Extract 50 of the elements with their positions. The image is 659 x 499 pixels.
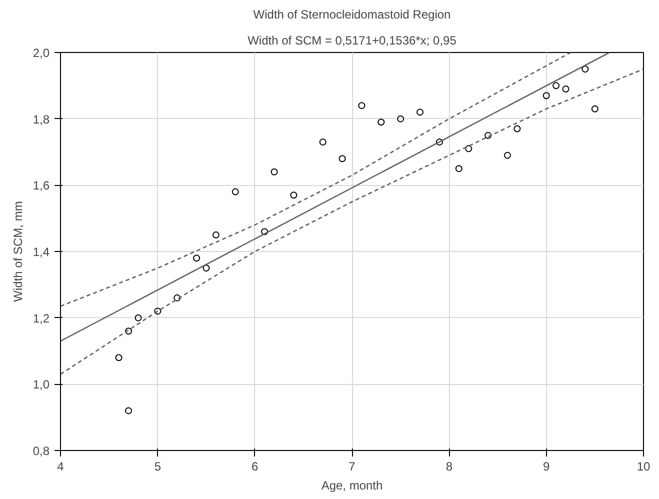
point bbox=[484, 132, 492, 139]
y-tick-label: 1,4 bbox=[32, 245, 50, 259]
point bbox=[115, 354, 122, 362]
point bbox=[319, 138, 326, 146]
point bbox=[562, 85, 570, 92]
y-tick-label: 1,2 bbox=[32, 311, 50, 326]
line-series bbox=[60, 52, 572, 307]
point bbox=[154, 308, 162, 315]
chart-subtitle: Width of SCM = 0,5171+0,1536*x; 0,95 bbox=[248, 34, 457, 48]
y-tick-label: 1,0 bbox=[32, 378, 50, 392]
x-axis-title: Age, month bbox=[321, 478, 383, 492]
y-tick-label: 1,8 bbox=[32, 112, 50, 126]
x-tick-label: 8 bbox=[446, 460, 453, 474]
point bbox=[125, 328, 132, 335]
y-axis-title: Width of SCM, mm bbox=[10, 201, 25, 302]
point bbox=[582, 66, 589, 73]
point bbox=[174, 294, 181, 302]
point bbox=[358, 102, 366, 110]
point bbox=[591, 105, 598, 112]
x-tick-label: 10 bbox=[636, 460, 650, 474]
point bbox=[552, 82, 560, 90]
x-tick-label: 7 bbox=[348, 460, 356, 474]
point bbox=[193, 254, 200, 262]
x-tick-label: 4 bbox=[57, 460, 64, 474]
point bbox=[125, 407, 132, 414]
point bbox=[338, 155, 346, 162]
point bbox=[504, 152, 511, 159]
point bbox=[542, 92, 550, 100]
x-tick-label: 5 bbox=[154, 460, 162, 474]
point bbox=[270, 168, 278, 176]
point bbox=[436, 138, 443, 146]
y-tick-label: 2,0 bbox=[32, 46, 50, 60]
point bbox=[397, 115, 404, 122]
x-tick-label: 9 bbox=[542, 460, 550, 474]
point bbox=[232, 188, 239, 196]
line-series bbox=[60, 68, 644, 375]
y-tick-label: 1,6 bbox=[32, 178, 50, 193]
chart-title: Width of Sternocleidomastoid Region bbox=[253, 8, 451, 22]
point bbox=[465, 145, 472, 152]
point bbox=[290, 192, 298, 199]
point bbox=[134, 314, 142, 322]
point bbox=[202, 264, 210, 272]
point bbox=[514, 125, 521, 132]
point bbox=[261, 228, 268, 236]
point bbox=[416, 108, 424, 116]
point bbox=[455, 165, 462, 172]
point bbox=[212, 231, 220, 238]
y-tick-label: 0,8 bbox=[32, 444, 50, 458]
point bbox=[378, 118, 385, 126]
x-tick-label: 6 bbox=[251, 460, 258, 474]
